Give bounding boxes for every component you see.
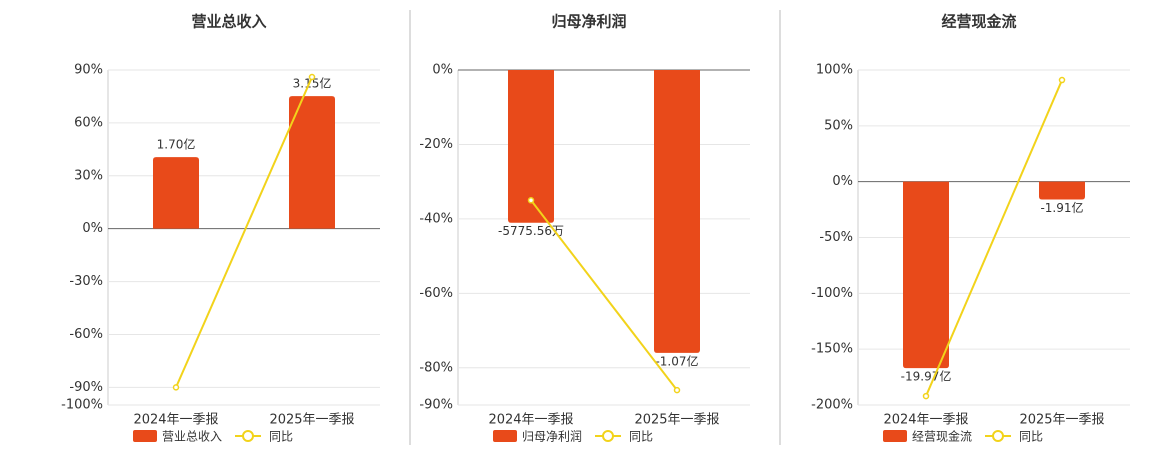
data-label: -1.91亿 <box>1040 200 1083 215</box>
x-tick-label: 2024年一季报 <box>133 413 218 428</box>
x-tick-label: 2024年一季报 <box>488 413 573 428</box>
legend-swatch <box>493 430 517 442</box>
y-tick-label: 90% <box>74 63 103 78</box>
bar <box>654 70 700 353</box>
data-label: 3.15亿 <box>293 76 332 91</box>
legend-swatch <box>883 430 907 442</box>
y-tick-label: -80% <box>419 360 453 375</box>
bar <box>508 70 554 223</box>
legend-label: 同比 <box>1019 430 1043 444</box>
line <box>175 76 313 388</box>
y-tick-label: 50% <box>824 118 853 133</box>
chart-title: 经营现金流 <box>941 13 1016 31</box>
legend-swatch <box>242 430 254 442</box>
x-tick-label: 2025年一季报 <box>634 413 719 428</box>
y-tick-label: -200% <box>811 398 853 413</box>
y-tick-label: -60% <box>419 286 453 301</box>
x-tick-label: 2025年一季报 <box>269 413 354 428</box>
legend-label: 同比 <box>269 430 293 444</box>
chart-title: 营业总收入 <box>191 13 266 31</box>
bar <box>289 96 335 229</box>
line-point <box>172 384 180 391</box>
y-tick-label: -30% <box>69 274 103 289</box>
y-tick-label: -20% <box>419 137 453 152</box>
y-tick-label: 60% <box>74 115 103 130</box>
y-tick-label: 30% <box>74 168 103 183</box>
data-label: 1.70亿 <box>157 137 196 152</box>
x-tick-label: 2024年一季报 <box>883 413 968 428</box>
data-label: -1.07亿 <box>655 353 698 368</box>
y-tick-label: -150% <box>811 342 853 357</box>
y-tick-label: -50% <box>819 230 853 245</box>
y-tick-label: -60% <box>69 327 103 342</box>
legend-label: 经营现金流 <box>912 429 972 444</box>
line-point <box>922 392 930 400</box>
y-tick-label: -100% <box>811 286 853 301</box>
y-tick-label: 0% <box>432 63 453 78</box>
y-tick-label: -90% <box>419 398 453 413</box>
data-label: -5775.56万 <box>498 224 564 238</box>
legend-label: 归母净利润 <box>522 430 582 444</box>
bar <box>1039 181 1085 200</box>
legend-swatch <box>992 430 1004 442</box>
x-tick-label: 2025年一季报 <box>1019 413 1104 428</box>
y-tick-label: 0% <box>832 174 853 189</box>
legend-swatch <box>602 430 614 442</box>
y-tick-label: -100% <box>61 398 103 413</box>
legend-label: 同比 <box>629 430 653 444</box>
chart-title: 归母净利润 <box>551 13 626 31</box>
y-tick-label: 0% <box>82 221 103 236</box>
line <box>925 79 1063 397</box>
line-point <box>527 197 535 204</box>
line-point <box>673 386 681 394</box>
line <box>530 199 678 391</box>
y-tick-label: -90% <box>69 380 103 395</box>
data-label: -19.97亿 <box>901 369 952 384</box>
legend-swatch <box>133 430 157 442</box>
bar <box>903 181 949 369</box>
bar <box>153 157 199 229</box>
legend-label: 营业总收入 <box>162 430 222 444</box>
line-point <box>308 73 316 81</box>
y-tick-label: 100% <box>816 63 853 78</box>
y-tick-label: -40% <box>419 211 453 226</box>
line-point <box>1058 76 1066 84</box>
